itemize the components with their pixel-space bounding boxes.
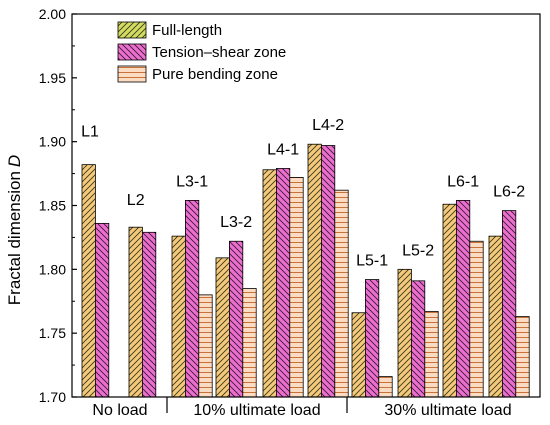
bar-l1-full-hatch xyxy=(81,164,96,398)
legend-item-pure: Pure bending zone xyxy=(117,65,278,83)
y-tick-label: 2.00 xyxy=(39,6,66,22)
y-tick-label: 1.90 xyxy=(39,134,66,150)
bar-l1-full xyxy=(81,164,96,398)
legend: Full-length Tension–shear zone Pure bendin… xyxy=(117,21,286,83)
legend-label-tension: Tension–shear zone xyxy=(152,44,286,61)
bar-l4-2-full-hatch xyxy=(307,143,322,398)
bar-l4-1-full-hatch xyxy=(262,169,277,398)
bar-l3-2-full xyxy=(215,257,230,398)
bar-l4-1-full xyxy=(262,169,277,398)
bar-l3-1-pure-hatch xyxy=(198,294,213,398)
bar-l3-2-full-hatch xyxy=(215,257,230,398)
bar-l3-2-tension-hatch xyxy=(228,240,244,398)
bar-l1-tension-hatch xyxy=(95,222,110,398)
specimen-label-l5-1: L5-1 xyxy=(356,253,388,270)
bar-l5-1-tension xyxy=(364,279,380,398)
bar-l6-2-tension-hatch xyxy=(501,210,517,398)
y-tick-label: 1.85 xyxy=(39,198,66,214)
bar-l5-2-full-hatch xyxy=(397,268,412,398)
specimen-label-l1: L1 xyxy=(81,124,99,141)
specimen-label-l5-2: L5-2 xyxy=(402,242,434,259)
bar-l3-1-full-hatch xyxy=(171,235,186,398)
bar-l3-1-full xyxy=(171,235,186,398)
bar-l3-2-tension xyxy=(228,240,244,398)
bar-l4-2-tension-hatch xyxy=(320,145,336,398)
bar-l6-2-tension xyxy=(501,210,517,398)
bar-l5-1-pure xyxy=(378,376,393,398)
specimen-label-l3-1: L3-1 xyxy=(176,173,208,190)
bar-l4-2-pure-hatch xyxy=(334,189,349,398)
bar-l6-1-tension xyxy=(455,199,471,398)
specimen-label-l4-1: L4-1 xyxy=(267,141,299,158)
y-axis-title-text: Fractal dimension xyxy=(5,171,24,305)
x-axis: No load 10% ultimate load 30% ultimate loa… xyxy=(92,397,512,419)
bar-l4-2-full xyxy=(307,143,322,398)
bar-l5-1-pure-hatch xyxy=(378,376,393,398)
bar-l3-2-pure xyxy=(242,288,257,398)
bar-l1-tension xyxy=(95,222,110,398)
bar-l2-tension xyxy=(141,231,157,398)
legend-swatch-tension xyxy=(117,43,147,61)
y-axis-title: Fractal dimension D xyxy=(5,155,24,305)
group-label: 10% ultimate load xyxy=(193,402,320,419)
bar-l5-2-full xyxy=(397,268,412,398)
bar-l6-2-full-hatch xyxy=(488,235,503,398)
legend-item-full: Full-length xyxy=(117,21,222,39)
legend-label-full: Full-length xyxy=(152,22,222,39)
bar-l4-2-pure xyxy=(334,189,349,398)
bar-l3-2-pure-hatch xyxy=(242,288,257,398)
bar-l5-1-full-hatch xyxy=(351,312,366,398)
bar-l4-1-pure-hatch xyxy=(289,177,304,398)
bar-l6-2-pure-hatch xyxy=(515,316,530,398)
y-axis: 1.70 1.75 1.80 1.85 1.90 1.95 2.00 xyxy=(39,6,77,405)
legend-swatch-full xyxy=(117,21,147,39)
bar-l2-full xyxy=(128,226,143,398)
y-tick-label: 1.80 xyxy=(39,261,66,277)
specimen-label-l2: L2 xyxy=(127,192,145,209)
specimen-label-l6-1: L6-1 xyxy=(447,173,479,190)
legend-swatch-pure xyxy=(117,65,147,83)
bar-l6-1-pure-hatch xyxy=(469,240,484,398)
bar-l6-2-full xyxy=(488,235,503,398)
legend-label-pure: Pure bending zone xyxy=(152,66,278,83)
bar-l5-2-tension-hatch xyxy=(410,280,426,398)
bar-l4-1-tension-hatch xyxy=(275,168,291,398)
bars xyxy=(81,143,530,398)
bar-l2-tension-hatch xyxy=(141,231,157,398)
bar-l6-1-pure xyxy=(469,240,484,398)
group-label: 30% ultimate load xyxy=(384,402,511,419)
bar-l6-1-full xyxy=(442,203,457,398)
bar-l6-1-full-hatch xyxy=(442,203,457,398)
bar-l4-2-tension xyxy=(320,145,336,398)
bar-l4-1-pure xyxy=(289,177,304,398)
y-tick-label: 1.75 xyxy=(39,325,66,341)
group-label: No load xyxy=(92,402,147,419)
bar-l4-1-tension xyxy=(275,168,291,398)
bar-l3-1-tension-hatch xyxy=(184,199,200,398)
y-axis-title-italic: D xyxy=(5,155,24,167)
specimen-label-l4-2: L4-2 xyxy=(312,117,344,134)
bar-l5-1-tension-hatch xyxy=(364,279,380,398)
bar-l5-2-pure xyxy=(424,311,439,398)
bar-l5-2-tension xyxy=(410,280,426,398)
bar-l6-2-pure xyxy=(515,316,530,398)
bar-l2-full-hatch xyxy=(128,226,143,398)
bar-l5-1-full xyxy=(351,312,366,398)
legend-item-tension: Tension–shear zone xyxy=(117,43,286,61)
y-tick-label: 1.95 xyxy=(39,70,66,86)
bar-l5-2-pure-hatch xyxy=(424,311,439,398)
y-tick-label: 1.70 xyxy=(39,389,66,405)
bar-l3-1-tension xyxy=(184,199,200,398)
specimen-label-l6-2: L6-2 xyxy=(493,184,525,201)
specimen-labels: L1 L2 L3-1 L3-2 L4-1 L4-2 L5-1 L5-2 L6-1 L6-2 xyxy=(81,117,525,269)
specimen-label-l3-2: L3-2 xyxy=(220,214,252,231)
bar-l3-1-pure xyxy=(198,294,213,398)
bar-l6-1-tension-hatch xyxy=(455,199,471,398)
